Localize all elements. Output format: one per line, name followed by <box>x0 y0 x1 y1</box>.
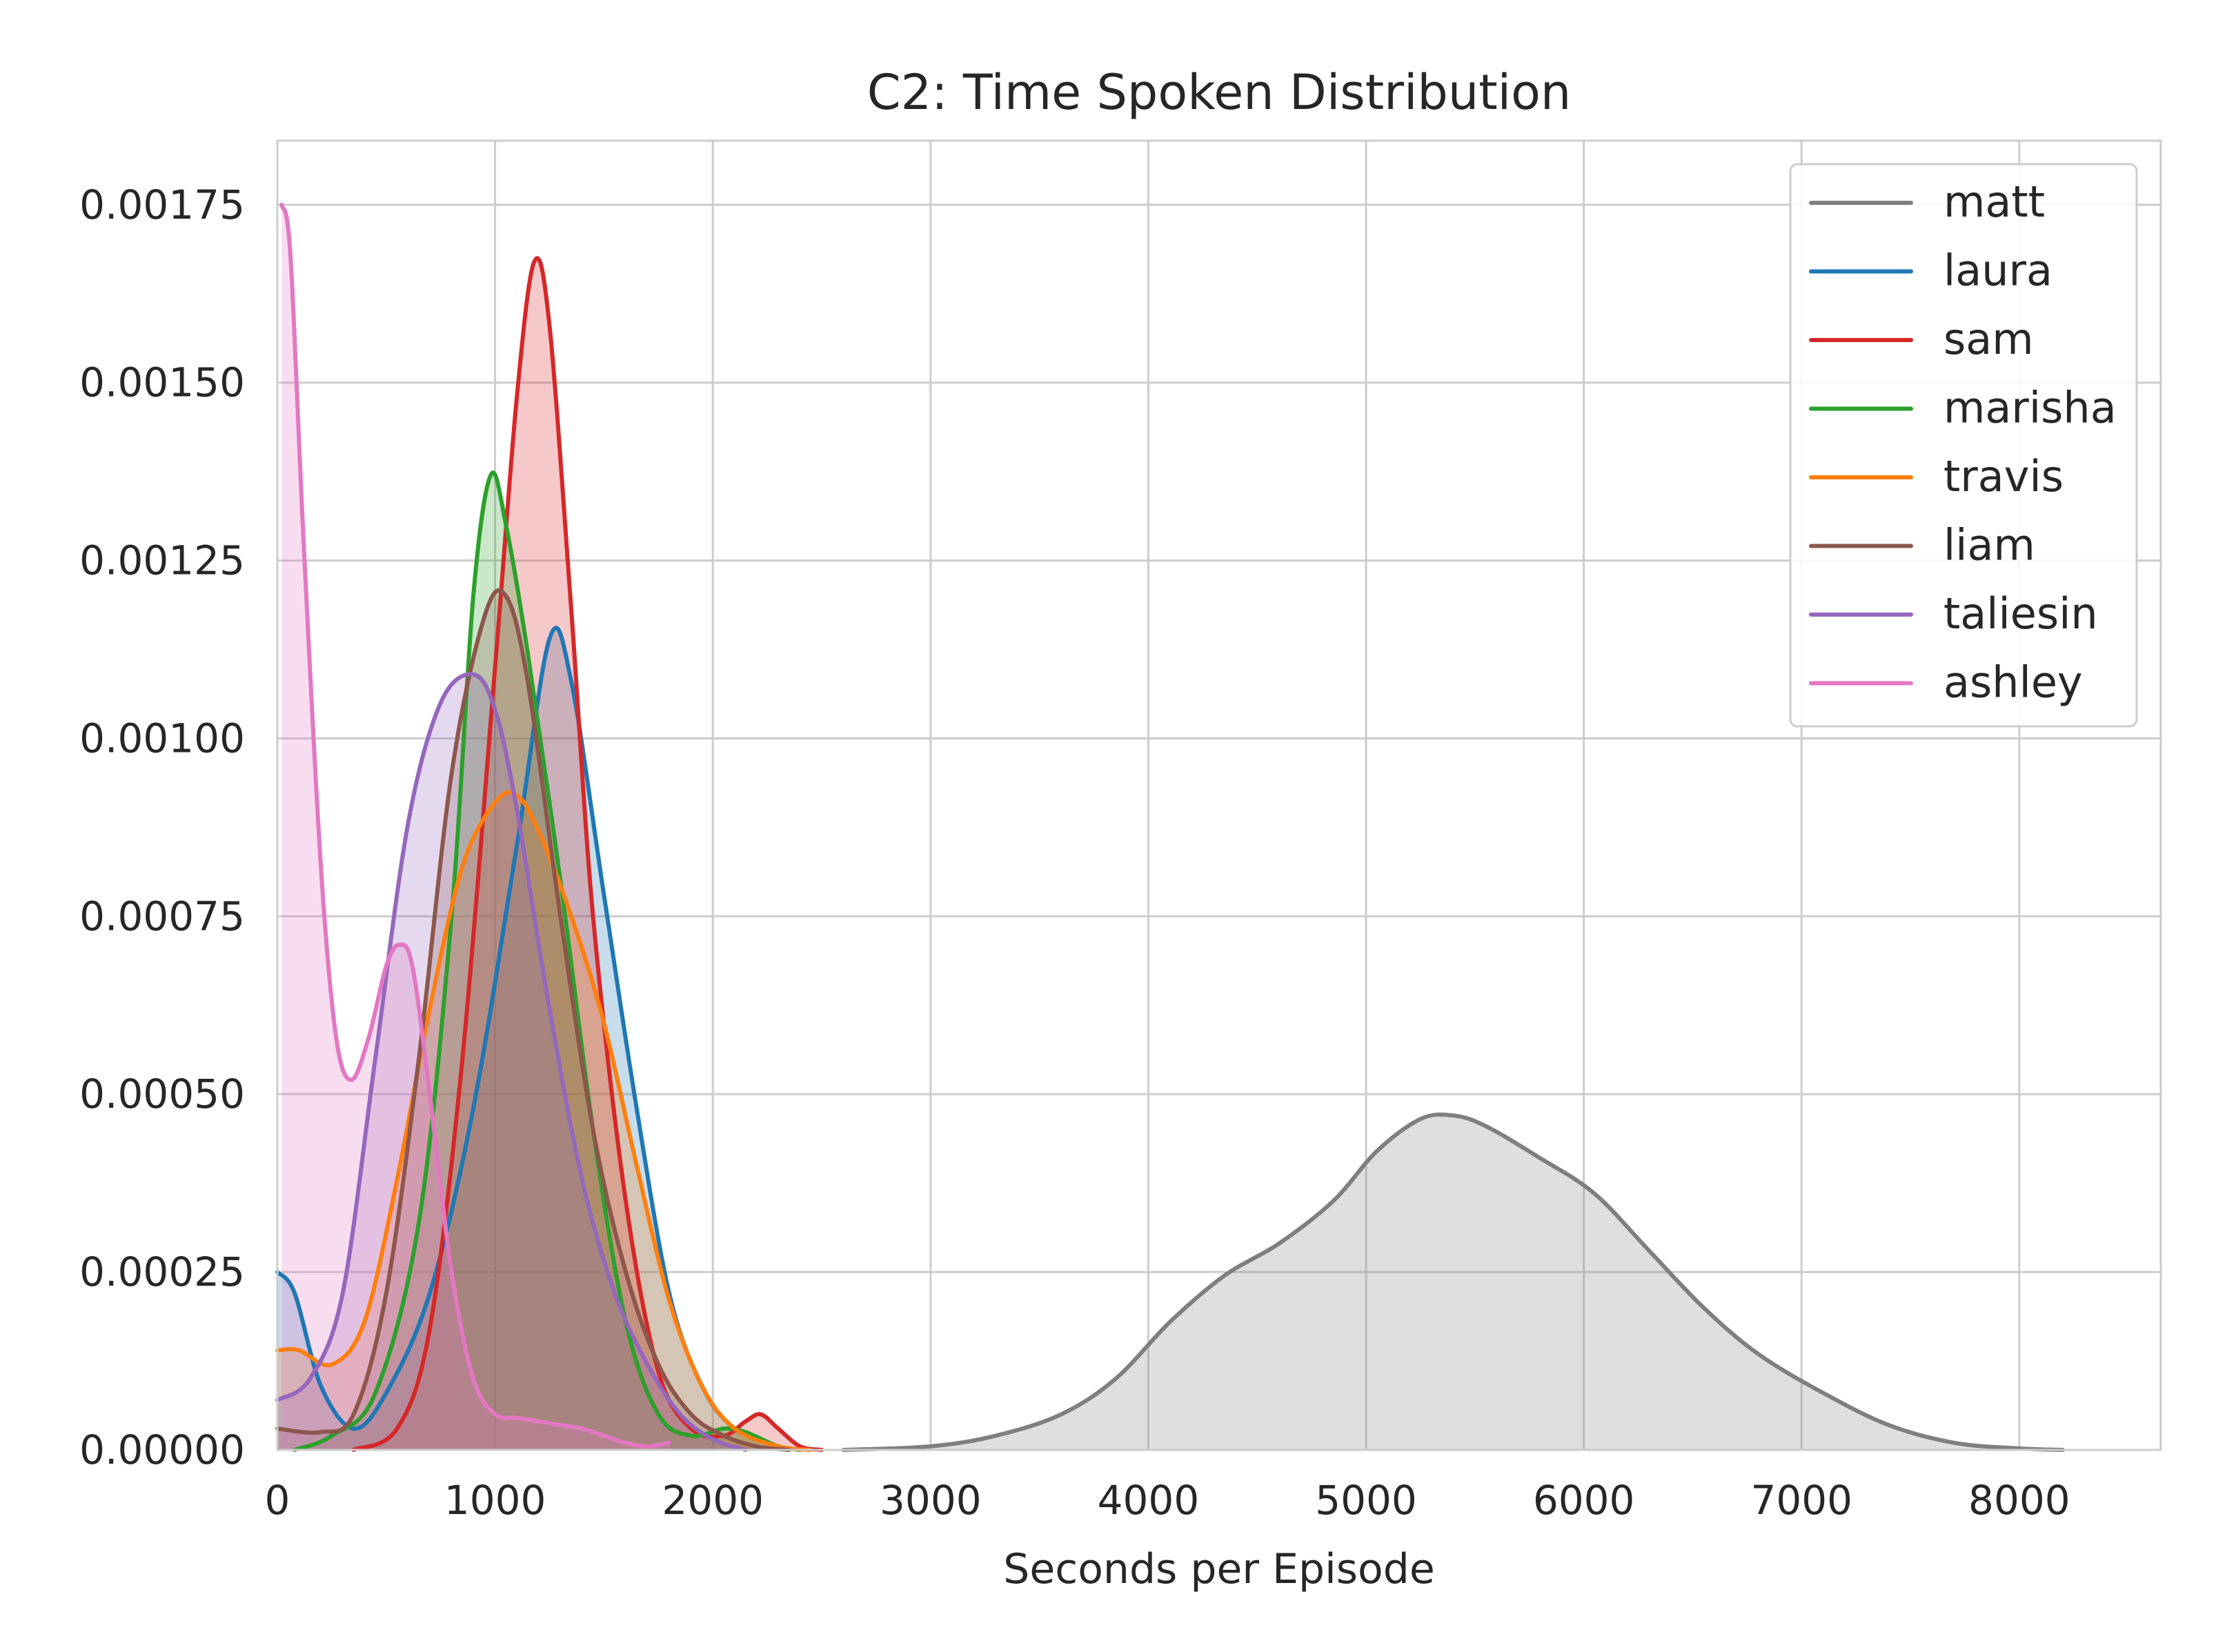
legend-label-liam: liam <box>1943 520 2035 570</box>
x-tick-labels: 0 1000 2000 3000 4000 5000 6000 7000 8000 <box>265 1477 2070 1524</box>
series-area-marisha <box>295 472 800 1450</box>
series-area-ashley <box>281 204 670 1450</box>
y-tick-label: 0.00050 <box>79 1071 245 1117</box>
legend-label-laura: laura <box>1943 246 2052 296</box>
x-tick-label: 6000 <box>1533 1477 1635 1524</box>
y-tick-label: 0.00125 <box>79 537 245 584</box>
x-axis-label: Seconds per Episode <box>1003 1545 1435 1593</box>
chart-title: C2: Time Spoken Distribution <box>867 64 1572 121</box>
series-lines <box>275 202 2065 1452</box>
x-tick-label: 1000 <box>444 1477 546 1524</box>
x-tick-label: 3000 <box>880 1477 982 1524</box>
x-tick-label: 2000 <box>662 1477 764 1524</box>
y-tick-label: 0.00150 <box>79 359 245 406</box>
y-tick-label: 0.00025 <box>79 1248 245 1295</box>
axes-frame <box>276 139 2162 1451</box>
plot-border <box>276 139 2162 1451</box>
series-area-matt <box>843 1114 2063 1450</box>
legend: matt laura sam marisha travis liam taliesin ash… <box>1789 163 2138 728</box>
series-line-travis <box>275 790 813 1452</box>
x-tick-label: 4000 <box>1098 1477 1200 1524</box>
legend-label-matt: matt <box>1943 177 2045 227</box>
x-tick-label: 7000 <box>1750 1477 1852 1524</box>
y-tick-label: 0.00075 <box>79 893 245 939</box>
y-tick-labels: 0.00000 0.00025 0.00050 0.00075 0.00100 0.001… <box>79 181 245 1473</box>
legend-box <box>1789 163 2138 728</box>
legend-label-travis: travis <box>1943 451 2064 501</box>
series-line-marisha <box>293 470 802 1452</box>
series-area-travis <box>277 792 811 1450</box>
series-line-sam <box>351 256 824 1452</box>
y-tick-label: 0.00100 <box>79 715 245 762</box>
legend-label-taliesin: taliesin <box>1943 588 2098 639</box>
series-line-liam <box>275 588 791 1452</box>
x-tick-label: 8000 <box>1968 1477 2070 1524</box>
series-area-liam <box>277 590 789 1450</box>
series-area-laura <box>277 628 811 1450</box>
x-tick-label: 5000 <box>1315 1477 1417 1524</box>
x-tick-label: 0 <box>265 1477 290 1524</box>
y-tick-label: 0.00175 <box>79 181 245 228</box>
legend-label-ashley: ashley <box>1943 657 2083 708</box>
series-line-taliesin <box>275 672 748 1452</box>
y-tick-label: 0.00000 <box>79 1426 245 1473</box>
legend-label-sam: sam <box>1943 314 2034 364</box>
series-line-ashley <box>279 202 672 1449</box>
legend-label-marisha: marisha <box>1943 383 2117 433</box>
series-line-matt <box>841 1112 2065 1452</box>
